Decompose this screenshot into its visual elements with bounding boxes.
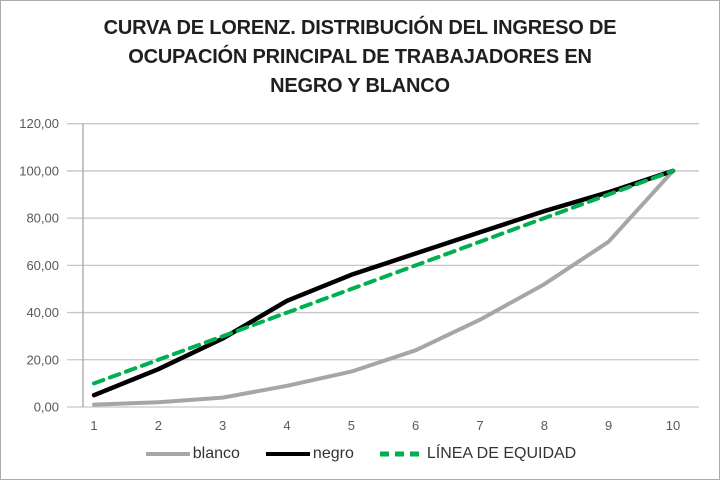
legend-label-negro: negro (312, 445, 354, 462)
chart-title-line-2: OCUPACIÓN PRINCIPAL DE TRABAJADORES EN (128, 46, 592, 68)
chart-title-line-1: CURVA DE LORENZ. DISTRIBUCIÓN DEL INGRES… (103, 17, 617, 39)
legend: blanco negro LÍNEA DE EQUIDAD (1, 445, 719, 463)
legend-item-negro: negro (264, 445, 354, 463)
legend-item-blanco: blanco (144, 445, 240, 463)
x-tick-label: 2 (155, 418, 162, 433)
y-tick-label: 0,00 (34, 400, 59, 415)
x-tick-label: 4 (283, 418, 290, 433)
x-tick-label: 3 (219, 418, 226, 433)
legend-item-equidad: LÍNEA DE EQUIDAD (378, 445, 576, 463)
x-axis-labels: 1 2 3 4 5 6 7 8 9 10 (90, 418, 680, 433)
y-tick-label: 40,00 (26, 305, 59, 320)
legend-label-equidad: LÍNEA DE EQUIDAD (426, 445, 577, 462)
x-tick-label: 10 (666, 418, 680, 433)
y-tick-label: 20,00 (26, 352, 59, 367)
y-tick-label: 60,00 (26, 258, 59, 273)
x-tick-label: 9 (605, 418, 612, 433)
series-line-negro (91, 168, 676, 398)
y-tick-label: 100,00 (19, 163, 59, 178)
negro-line-swatch (265, 452, 310, 456)
equidad-dashed-line-swatch (379, 451, 424, 457)
x-tick-label: 8 (541, 418, 548, 433)
x-tick-label: 1 (90, 418, 97, 433)
series-line-equidad (92, 168, 675, 386)
blanco-line-swatch (145, 452, 190, 456)
chart-title: CURVA DE LORENZ. DISTRIBUCIÓN DEL INGRES… (1, 14, 719, 101)
series-line-blanco (92, 168, 675, 407)
chart-title-line-3: NEGRO Y BLANCO (270, 75, 450, 97)
y-tick-label: 80,00 (26, 211, 59, 226)
y-axis-labels: 0,00 20,00 40,00 60,00 80,00 100,00 120,00 (19, 116, 59, 414)
x-tick-label: 6 (412, 418, 419, 433)
legend-label-blanco: blanco (192, 445, 240, 462)
y-tick-label: 120,00 (19, 116, 59, 131)
x-tick-label: 5 (348, 418, 355, 433)
x-tick-label: 7 (476, 418, 483, 433)
